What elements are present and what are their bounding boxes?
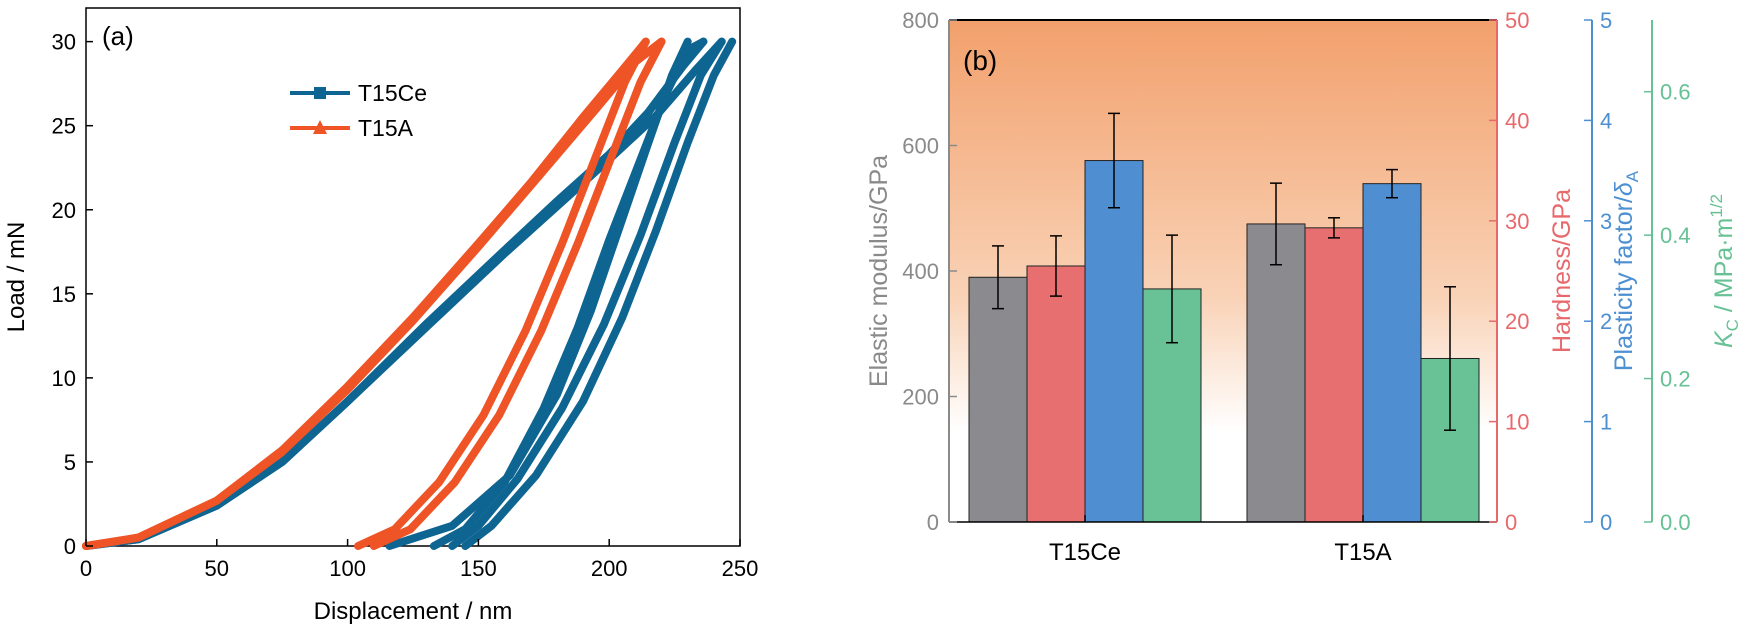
x-tick-label-a: 50 (205, 556, 229, 581)
axes-a: 0 50 100 150 200 250 0 5 10 15 20 25 30 (52, 30, 759, 581)
x-tick-label-a: 250 (722, 556, 759, 581)
y-tick-label-hardness: 40 (1505, 108, 1529, 133)
y-tick-label-a: 5 (64, 450, 76, 475)
bar-T15Ce-modulus (968, 276, 1028, 523)
y-tick-label-hardness: 20 (1505, 309, 1529, 334)
curve-T15A-1 (82, 37, 666, 550)
y-tick-label-kc: 0.2 (1660, 367, 1691, 392)
bar-T15Ce-hardness (1026, 265, 1086, 523)
category-label-T15Ce: T15Ce (1049, 539, 1121, 566)
x-tick-label-a: 150 (460, 556, 497, 581)
axes-b: 0 200 400 600 800 0 10 20 30 40 50 0 1 2 3 4 5 0.0 0.2 0.4 0… (865, 8, 1742, 535)
legend-a: T15Ce T15A (290, 80, 427, 141)
x-tick-label-a: 0 (80, 556, 92, 581)
y-tick-label-hardness: 30 (1505, 209, 1529, 234)
y-tick-label-plasticity: 1 (1600, 410, 1612, 435)
curve-T15Ce-5 (385, 37, 692, 550)
y-tick-label-hardness: 0 (1505, 510, 1517, 535)
bar-T15A-modulus (1246, 223, 1306, 523)
y-tick-label-modulus: 400 (902, 259, 939, 284)
legend-label-T15A: T15A (358, 115, 414, 141)
panel-label-a: (a) (102, 21, 134, 51)
bar-T15A-hardness (1304, 227, 1364, 523)
y-tick-label-plasticity: 0 (1600, 510, 1612, 535)
y-tick-label-modulus: 200 (902, 385, 939, 410)
y-tick-label-kc: 0.0 (1660, 510, 1691, 535)
y-tick-label-a: 10 (52, 366, 76, 391)
y-tick-label-plasticity: 4 (1600, 108, 1612, 133)
y-tick-label-a: 25 (52, 114, 76, 139)
y-axis-label-a: Load / mN (3, 222, 30, 333)
y-tick-label-kc: 0.4 (1660, 223, 1691, 248)
y-tick-label-modulus: 800 (902, 8, 939, 33)
bar-T15Ce-plasticity (1084, 160, 1144, 523)
category-label-T15A: T15A (1334, 539, 1391, 566)
bar-T15A-plasticity (1362, 183, 1422, 523)
x-tick-label-a: 100 (329, 556, 366, 581)
curve-T15A-3 (369, 37, 666, 550)
panel-label-b: (b) (963, 45, 997, 76)
y-tick-label-plasticity: 3 (1600, 209, 1612, 234)
legend-marker-T15Ce (314, 87, 326, 99)
y-tick-label-a: 0 (64, 534, 76, 559)
y-tick-label-modulus: 600 (902, 134, 939, 159)
x-axis-label-a: Displacement / nm (314, 598, 513, 625)
legend-label-T15Ce: T15Ce (358, 80, 427, 106)
y-tick-label-a: 15 (52, 282, 76, 307)
y-tick-label-a: 20 (52, 198, 76, 223)
y-tick-label-plasticity: 5 (1600, 8, 1612, 33)
curve-T15Ce-3 (448, 37, 726, 550)
y-tick-label-kc: 0.6 (1660, 80, 1691, 105)
y-tick-label-hardness: 50 (1505, 8, 1529, 33)
curves-a (82, 37, 737, 550)
y-tick-label-a: 30 (52, 30, 76, 55)
y-axis-label-modulus: Elastic modulus/GPa (865, 155, 893, 387)
panel-b-mechanical-properties: T15Ce T15A 0 200 400 600 800 0 10 20 30 40 50 0 1 2 3 4 5… (865, 8, 1742, 566)
y-axis-label-hardness: Hardness/GPa (1548, 189, 1576, 353)
curve-T15Ce-4 (461, 37, 737, 550)
y-axis-label-plasticity: Plasticity factor/δA (1610, 170, 1642, 371)
legend-marker-T15A (313, 120, 327, 134)
bars-b: T15Ce T15A (968, 112, 1480, 566)
y-tick-label-plasticity: 2 (1600, 309, 1612, 334)
curve-T15A-2 (354, 37, 650, 550)
y-tick-label-modulus: 0 (927, 510, 939, 535)
y-axis-label-kc: KC / MPa·m1/2 (1707, 194, 1742, 348)
y-tick-label-hardness: 10 (1505, 410, 1529, 435)
x-tick-label-a: 200 (591, 556, 628, 581)
